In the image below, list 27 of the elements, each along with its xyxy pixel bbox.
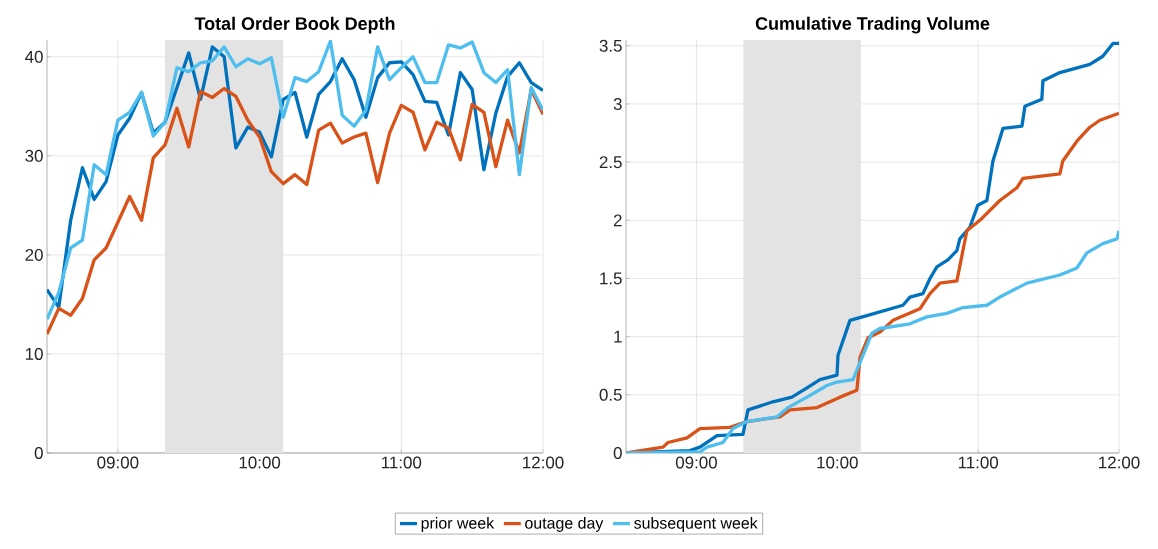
x-tick-label: 10:00 (239, 456, 281, 469)
y-tick-label: 30 (25, 149, 43, 162)
x-tick-label: 12:00 (523, 456, 564, 469)
y-tick-label: 20 (25, 248, 43, 261)
y-tick-label: 2.5 (599, 156, 622, 169)
line-series (47, 86, 544, 336)
y-tick-label: 1 (614, 330, 622, 343)
chart-title: Total Order Book Depth (194, 16, 395, 34)
y-tick-label: 3.5 (599, 39, 622, 52)
x-tick-label: 11:00 (382, 456, 422, 469)
x-tick-label: 09:00 (97, 456, 139, 469)
x-tick-label: 11:00 (958, 456, 999, 469)
legend-label: prior week (421, 517, 495, 532)
legend-label: subsequent week (634, 517, 758, 532)
y-tick-label: 3 (613, 97, 622, 110)
y-tick-label: 0 (613, 446, 622, 459)
legend-label: outage day (525, 517, 604, 532)
x-tick-label: 12:00 (1099, 456, 1140, 469)
y-tick-label: 10 (25, 347, 43, 360)
x-tick-label: 09:00 (675, 456, 717, 469)
y-tick-label: 40 (25, 50, 43, 63)
chart-title: Cumulative Trading Volume (755, 16, 990, 34)
y-tick-label: 1.5 (600, 272, 622, 285)
y-tick-label: 2 (613, 214, 622, 227)
y-tick-label: 0.5 (599, 388, 622, 401)
x-tick-label: 10:00 (817, 456, 858, 469)
y-tick-label: 0 (34, 446, 43, 459)
